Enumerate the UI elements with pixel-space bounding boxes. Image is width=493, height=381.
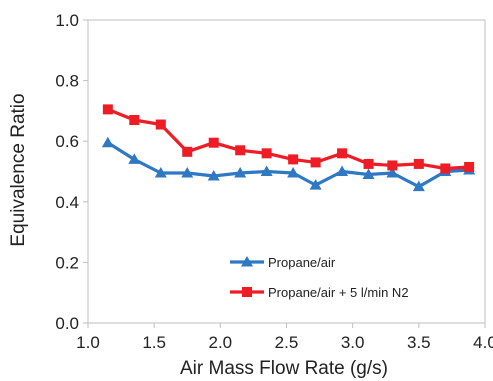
legend: Propane/air Propane/air + 5 l/min N2 <box>230 255 409 300</box>
data-point <box>309 179 322 190</box>
series-2 <box>102 104 475 174</box>
data-point <box>208 137 219 148</box>
y-tick-label: 0.0 <box>55 314 79 333</box>
data-point <box>261 148 272 159</box>
x-tick-label: 3.0 <box>341 333 365 352</box>
y-tick-label: 1.0 <box>55 11 79 30</box>
data-point <box>235 145 246 156</box>
data-point <box>234 167 247 178</box>
data-point <box>363 158 374 169</box>
data-point <box>413 158 424 169</box>
y-tick-label: 0.2 <box>55 253 79 272</box>
data-point <box>387 160 398 171</box>
legend-marker <box>242 287 252 297</box>
data-point <box>310 157 321 168</box>
data-point <box>287 167 300 178</box>
legend-label: Propane/air <box>268 255 336 270</box>
data-point <box>207 170 220 181</box>
x-tick-label: 1.5 <box>142 333 166 352</box>
data-point <box>288 154 299 165</box>
data-point <box>336 165 349 176</box>
data-point <box>101 136 114 148</box>
data-point <box>362 168 375 180</box>
legend-item-2: Propane/air + 5 l/min N2 <box>230 285 409 300</box>
data-point <box>154 167 167 178</box>
data-point <box>464 161 475 172</box>
data-point <box>129 114 140 125</box>
x-tick-label: 4.0 <box>473 333 493 352</box>
y-tick-label: 0.8 <box>55 72 79 91</box>
data-point <box>337 148 348 159</box>
series-layer <box>101 104 476 192</box>
axes-layer: 0.0 0.2 0.4 0.6 0.8 1.0 1.0 1.5 2.0 2.5 3.0 3.5 4.0 <box>55 11 493 352</box>
data-point <box>102 104 113 115</box>
data-point <box>181 167 194 178</box>
legend-marker <box>241 256 253 267</box>
y-axis-title: Equivalence Ratio <box>8 93 29 246</box>
x-tick-label: 2.0 <box>209 333 233 352</box>
y-tick-label: 0.4 <box>55 193 79 212</box>
x-tick-label: 3.5 <box>407 333 431 352</box>
x-axis-title: Air Mass Flow Rate (g/s) <box>180 358 388 379</box>
x-tick-label: 2.5 <box>275 333 299 352</box>
y-tick-label: 0.6 <box>55 132 79 151</box>
legend-item-1: Propane/air <box>230 255 336 270</box>
data-point <box>155 119 166 130</box>
data-point <box>260 165 273 176</box>
data-point <box>128 153 141 164</box>
data-point <box>440 163 451 174</box>
x-tick-label: 1.0 <box>76 333 100 352</box>
data-point <box>182 146 193 157</box>
data-point <box>412 180 425 192</box>
data-point <box>386 167 399 178</box>
legend-label: Propane/air + 5 l/min N2 <box>268 285 409 300</box>
